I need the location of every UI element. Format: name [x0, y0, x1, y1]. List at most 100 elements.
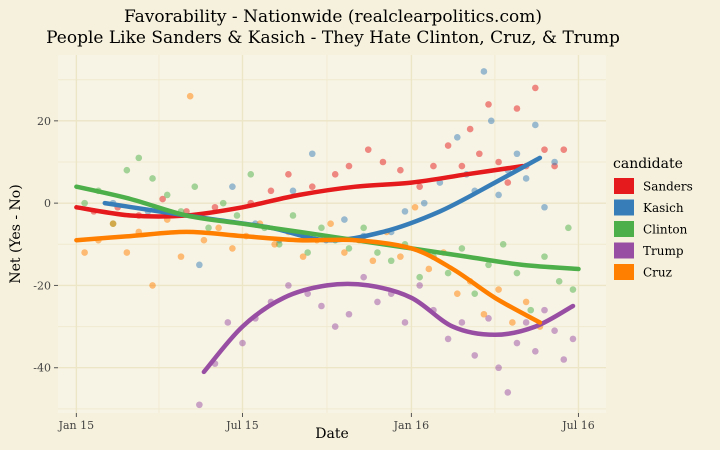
data-point-clinton [565, 224, 572, 232]
y-tick-label: 0 [44, 197, 51, 210]
data-point-sanders [560, 146, 568, 153]
data-point-trump [374, 298, 381, 306]
chart-title-line-1: Favorability - Nationwide (realclearpoli… [124, 7, 542, 27]
data-point-trump [444, 335, 452, 343]
data-point-kasich [551, 158, 558, 166]
data-point-cruz [123, 249, 131, 256]
trend-line-clinton [74, 184, 581, 272]
data-point-clinton [289, 212, 297, 219]
data-point-clinton [499, 240, 507, 248]
trend-line-trump [201, 281, 576, 375]
data-point-trump [522, 319, 530, 326]
data-point-clinton [318, 224, 325, 232]
data-point-clinton [275, 240, 283, 248]
data-point-cruz [397, 253, 404, 260]
data-point-clinton [163, 191, 171, 199]
grid-lines [58, 55, 606, 413]
data-point-clinton [345, 245, 353, 252]
data-point-trump [513, 339, 521, 347]
data-point-sanders [308, 183, 316, 190]
data-point-kasich [420, 199, 428, 207]
data-point-sanders [541, 146, 548, 153]
data-point-cruz [149, 282, 156, 289]
y-axis-ticks: -40 -20 0 20 [33, 115, 58, 375]
legend-key-kasich [614, 199, 634, 216]
data-point-trump [458, 319, 466, 326]
data-point-sanders [211, 203, 219, 211]
data-point-trump [504, 389, 512, 396]
data-point-clinton [247, 171, 255, 178]
data-point-trump [196, 401, 203, 409]
data-point-clinton [485, 261, 492, 269]
data-point-cruz [81, 249, 88, 256]
data-point-cruz [522, 298, 530, 306]
data-point-sanders [285, 171, 292, 178]
data-point-clinton [123, 166, 131, 174]
data-point-sanders [379, 158, 387, 166]
data-point-clinton [135, 154, 143, 162]
data-point-trump [471, 352, 479, 359]
data-point-trump [331, 323, 339, 330]
data-point-cruz [369, 257, 377, 265]
data-point-sanders [485, 101, 492, 108]
data-point-sanders [466, 125, 474, 133]
data-point-cruz [299, 253, 307, 260]
y-tick-label: -20 [33, 279, 51, 292]
data-point-trump [495, 364, 502, 372]
data-point-trump [541, 306, 548, 314]
data-point-trump [551, 327, 558, 335]
data-point-trump [569, 335, 577, 343]
trend-line-cruz [74, 229, 543, 325]
data-point-trump [224, 319, 232, 326]
x-tick-label: Jul 15 [225, 419, 259, 432]
data-point-kasich [401, 208, 409, 215]
data-point-trump [401, 319, 409, 326]
data-point-kasich [453, 133, 461, 141]
data-point-clinton [513, 269, 521, 277]
data-point-sanders [267, 187, 275, 195]
data-point-clinton [416, 273, 423, 281]
data-point-kasich [308, 150, 316, 158]
data-point-kasich [196, 261, 203, 269]
data-point-clinton [374, 249, 381, 256]
data-point-kasich [341, 216, 348, 223]
data-point-trump [416, 282, 423, 289]
data-point-cruz [480, 310, 488, 318]
data-point-cruz [327, 220, 334, 228]
data-point-cruz [186, 92, 194, 100]
data-point-sanders [345, 162, 353, 170]
trend-lines [74, 155, 581, 375]
data-point-clinton [149, 175, 156, 182]
data-point-sanders [532, 84, 539, 92]
data-point-sanders [364, 146, 372, 153]
data-point-cruz [453, 290, 461, 297]
x-axis-ticks: Jan 15 Jul 15 Jan 16 Jul 16 [58, 413, 595, 432]
data-point-clinton [81, 199, 88, 207]
data-point-kasich [495, 191, 502, 199]
data-point-cruz [215, 224, 222, 232]
data-point-cruz [425, 265, 433, 273]
legend-key-cruz [614, 264, 634, 280]
data-point-kasich [532, 121, 539, 129]
y-axis-title: Net (Yes - No) [8, 184, 24, 283]
trend-line-sanders [74, 163, 525, 219]
data-point-sanders [397, 166, 404, 174]
data-point-cruz [109, 220, 117, 228]
data-point-cruz [411, 203, 419, 211]
data-point-cruz [177, 253, 185, 260]
data-point-clinton [471, 290, 479, 297]
data-point-sanders [513, 105, 521, 112]
data-point-sanders [504, 179, 512, 186]
x-tick-label: Jul 16 [561, 419, 595, 432]
data-point-clinton [233, 212, 241, 219]
data-point-trump [345, 310, 353, 318]
data-point-kasich [522, 175, 530, 182]
data-point-cruz [271, 240, 278, 248]
y-tick-label: 20 [37, 115, 51, 128]
data-point-kasich [480, 68, 488, 75]
data-point-trump [485, 315, 492, 322]
data-point-trump [318, 302, 325, 310]
data-point-trump [560, 356, 568, 363]
